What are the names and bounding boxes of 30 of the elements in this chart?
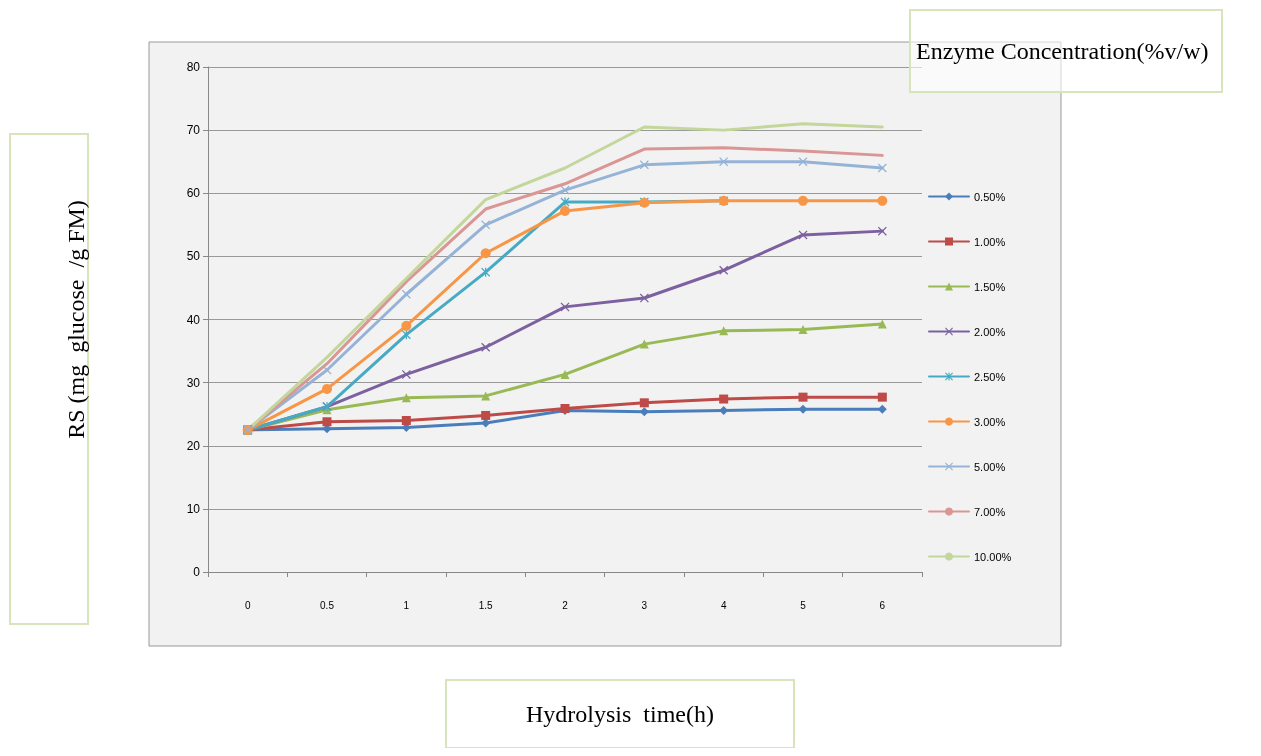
x-tick-label: 5 xyxy=(800,599,807,611)
y-tick-label: 70 xyxy=(186,123,201,138)
x-tick-label: 0 xyxy=(244,599,251,611)
x-tick-label: 0.5 xyxy=(320,599,335,611)
y-tick-label: 20 xyxy=(186,438,201,453)
legend-label: 2.50% xyxy=(974,370,1006,383)
y-tick-label: 80 xyxy=(186,60,201,74)
legend-label: 10.00% xyxy=(974,550,1012,563)
legend-label: 5.00% xyxy=(974,460,1006,473)
x-tick-label: 1 xyxy=(403,599,410,611)
x-tick-label: 6 xyxy=(879,599,886,611)
y-tick-label: 60 xyxy=(186,186,201,201)
legend-label: 3.00% xyxy=(974,415,1006,428)
y-axis-title: RS (mg glucose /g FM) xyxy=(63,200,89,439)
x-tick-label: 4 xyxy=(720,599,727,611)
legend-label: 1.50% xyxy=(974,280,1006,293)
x-tick-label: 1.5 xyxy=(478,599,494,611)
x-tick-label: 3 xyxy=(641,599,648,611)
y-tick-label: 30 xyxy=(186,375,201,390)
legend-label: 2.00% xyxy=(974,325,1006,338)
y-tick-label: 40 xyxy=(186,312,201,327)
legend-label: 0.50% xyxy=(974,190,1006,203)
y-tick-label: 50 xyxy=(186,249,201,264)
legend-label: 1.00% xyxy=(974,235,1006,248)
legend-label: 7.00% xyxy=(974,505,1006,518)
y-tick-label: 10 xyxy=(186,501,201,516)
x-axis-title: Hydrolysis time(h) xyxy=(526,701,714,727)
y-tick-label: 0 xyxy=(193,565,201,579)
x-tick-label: 2 xyxy=(562,599,569,611)
legend-title: Enzyme Concentration(%v/w) xyxy=(916,38,1209,64)
